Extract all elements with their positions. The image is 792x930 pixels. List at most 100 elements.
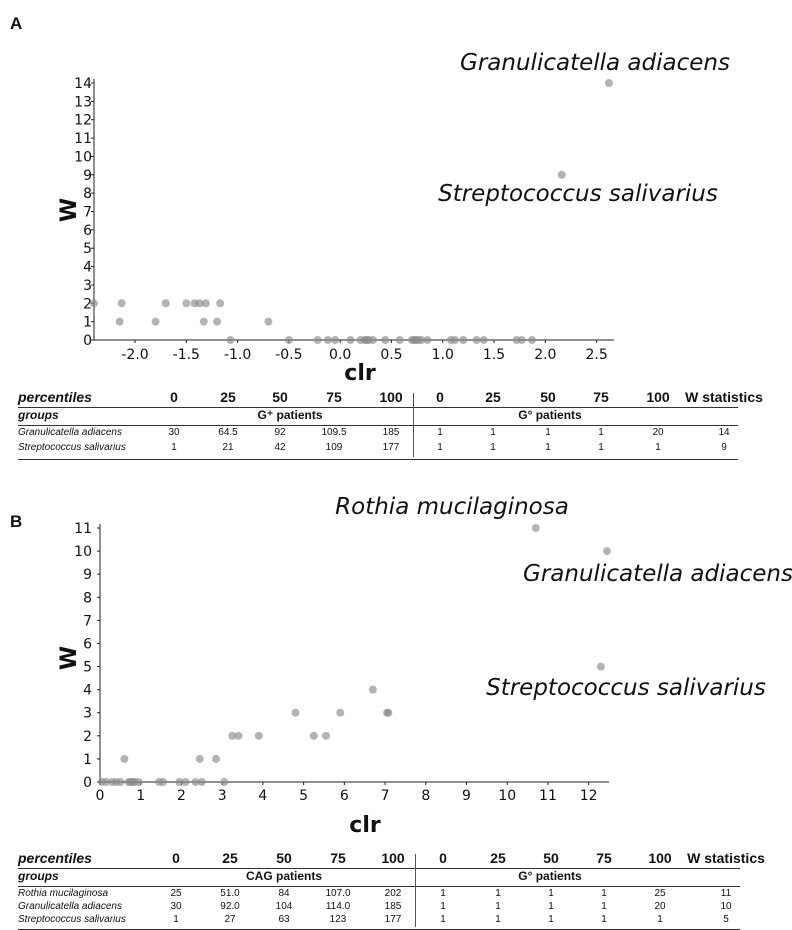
y-tick-label: 2 [83, 296, 92, 312]
y-tick-label: 5 [83, 660, 92, 676]
groups-header: groups [18, 408, 59, 422]
x-tick-label: 2.5 [585, 347, 607, 363]
stat-value-cell: 51.0 [220, 888, 240, 899]
data-point [517, 336, 526, 344]
stat-value-cell: 1 [440, 888, 446, 899]
stat-value-cell: 202 [384, 888, 402, 899]
data-point [254, 731, 263, 740]
percentile-column-header: 75 [326, 389, 342, 405]
percentile-column-header: 0 [436, 389, 444, 405]
stat-value-cell: 1 [171, 442, 177, 453]
stat-value-cell: 20 [652, 427, 664, 438]
stat-value-cell: 1 [495, 914, 501, 925]
percentile-column-header: 25 [490, 850, 506, 866]
percentile-column-header: 100 [381, 850, 405, 866]
stat-value-cell: 1 [548, 888, 554, 899]
percentile-column-header: 100 [648, 850, 672, 866]
data-point [557, 170, 566, 179]
data-point [151, 317, 160, 326]
stat-value-cell: 9 [721, 442, 727, 453]
data-point [527, 336, 536, 344]
stat-value-cell: 1 [495, 901, 501, 912]
data-point [264, 317, 273, 326]
species-name-cell: Streptococcus salivarius [18, 442, 126, 453]
y-tick-label: 0 [83, 333, 92, 349]
percentile-column-header: 0 [170, 389, 178, 405]
y-tick-label: 9 [83, 567, 92, 583]
y-tick-label: 3 [83, 278, 92, 294]
group-two-header: G° patients [518, 408, 582, 422]
point-annotation-label: Rothia mucilaginosa [335, 494, 569, 520]
x-tick-label: -0.5 [275, 347, 302, 363]
stat-value-cell: 114.0 [325, 901, 351, 912]
stat-value-cell: 42 [274, 442, 286, 453]
percentile-column-header: 50 [276, 850, 292, 866]
percentile-column-header: W statistics [685, 389, 763, 405]
group-two-header: G° patients [518, 869, 582, 883]
groups-header: groups [18, 869, 59, 883]
percentile-column-header: 0 [439, 850, 447, 866]
stat-value-cell: 27 [224, 914, 236, 925]
data-point [175, 778, 184, 786]
table-rule [18, 886, 740, 887]
stat-value-cell: 1 [548, 901, 554, 912]
stat-value-cell: 14 [718, 427, 730, 438]
group-one-header: G⁺ patients [257, 408, 323, 422]
y-tick-label: 6 [83, 223, 92, 239]
stat-value-cell: 1 [598, 442, 604, 453]
data-point [212, 754, 221, 763]
stat-value-cell: 1 [440, 901, 446, 912]
data-point [479, 336, 488, 344]
x-tick-label: 9 [462, 788, 471, 804]
stat-value-cell: 123 [329, 914, 347, 925]
data-point [604, 79, 613, 87]
x-tick-label: 7 [381, 788, 390, 804]
data-point [220, 778, 229, 786]
stat-value-cell: 30 [168, 427, 180, 438]
data-point [228, 731, 237, 740]
percentiles-header: percentiles [18, 850, 92, 866]
x-tick-label: 12 [580, 788, 598, 804]
x-tick-label: 6 [340, 788, 349, 804]
x-tick-label: -1.0 [224, 347, 251, 363]
x-tick-label: 0.5 [380, 347, 402, 363]
data-point [120, 754, 129, 763]
data-point [199, 317, 208, 326]
stat-value-cell: 92.0 [220, 901, 240, 912]
data-point [322, 731, 331, 740]
y-tick-label: 8 [83, 186, 92, 202]
y-tick-label: 13 [74, 94, 92, 110]
x-tick-label: -2.0 [121, 347, 148, 363]
stat-value-cell: 1 [657, 914, 663, 925]
percentile-column-header: 50 [543, 850, 559, 866]
species-name-cell: Granulicatella adiacens [18, 427, 122, 438]
data-point [117, 299, 126, 308]
data-point [596, 662, 605, 671]
y-tick-label: 12 [74, 113, 92, 129]
data-point [134, 778, 143, 786]
group-one-header: CAG patients [245, 869, 322, 883]
percentile-column-header: 100 [646, 389, 670, 405]
y-tick-label: 7 [83, 205, 92, 221]
y-tick-label: 6 [83, 636, 92, 652]
data-point [195, 299, 204, 308]
stat-value-cell: 1 [545, 442, 551, 453]
y-tick-label: 5 [83, 241, 92, 257]
data-point [213, 317, 222, 326]
data-point [451, 336, 460, 344]
data-point [191, 778, 200, 786]
stat-value-cell: 177 [384, 914, 402, 925]
stat-value-cell: 63 [278, 914, 290, 925]
stat-value-cell: 1 [495, 888, 501, 899]
point-annotation-label: Granulicatella adiacens [460, 50, 730, 76]
stat-value-cell: 92 [274, 427, 286, 438]
stat-value-cell: 11 [720, 888, 732, 899]
percentile-column-header: 0 [172, 850, 180, 866]
stat-value-cell: 1 [601, 914, 607, 925]
data-point [90, 299, 98, 308]
stat-value-cell: 1 [437, 427, 443, 438]
data-point [368, 685, 377, 694]
percentile-column-header: 75 [593, 389, 609, 405]
stat-value-cell: 1 [490, 427, 496, 438]
panel-letter-a: A [10, 14, 23, 33]
